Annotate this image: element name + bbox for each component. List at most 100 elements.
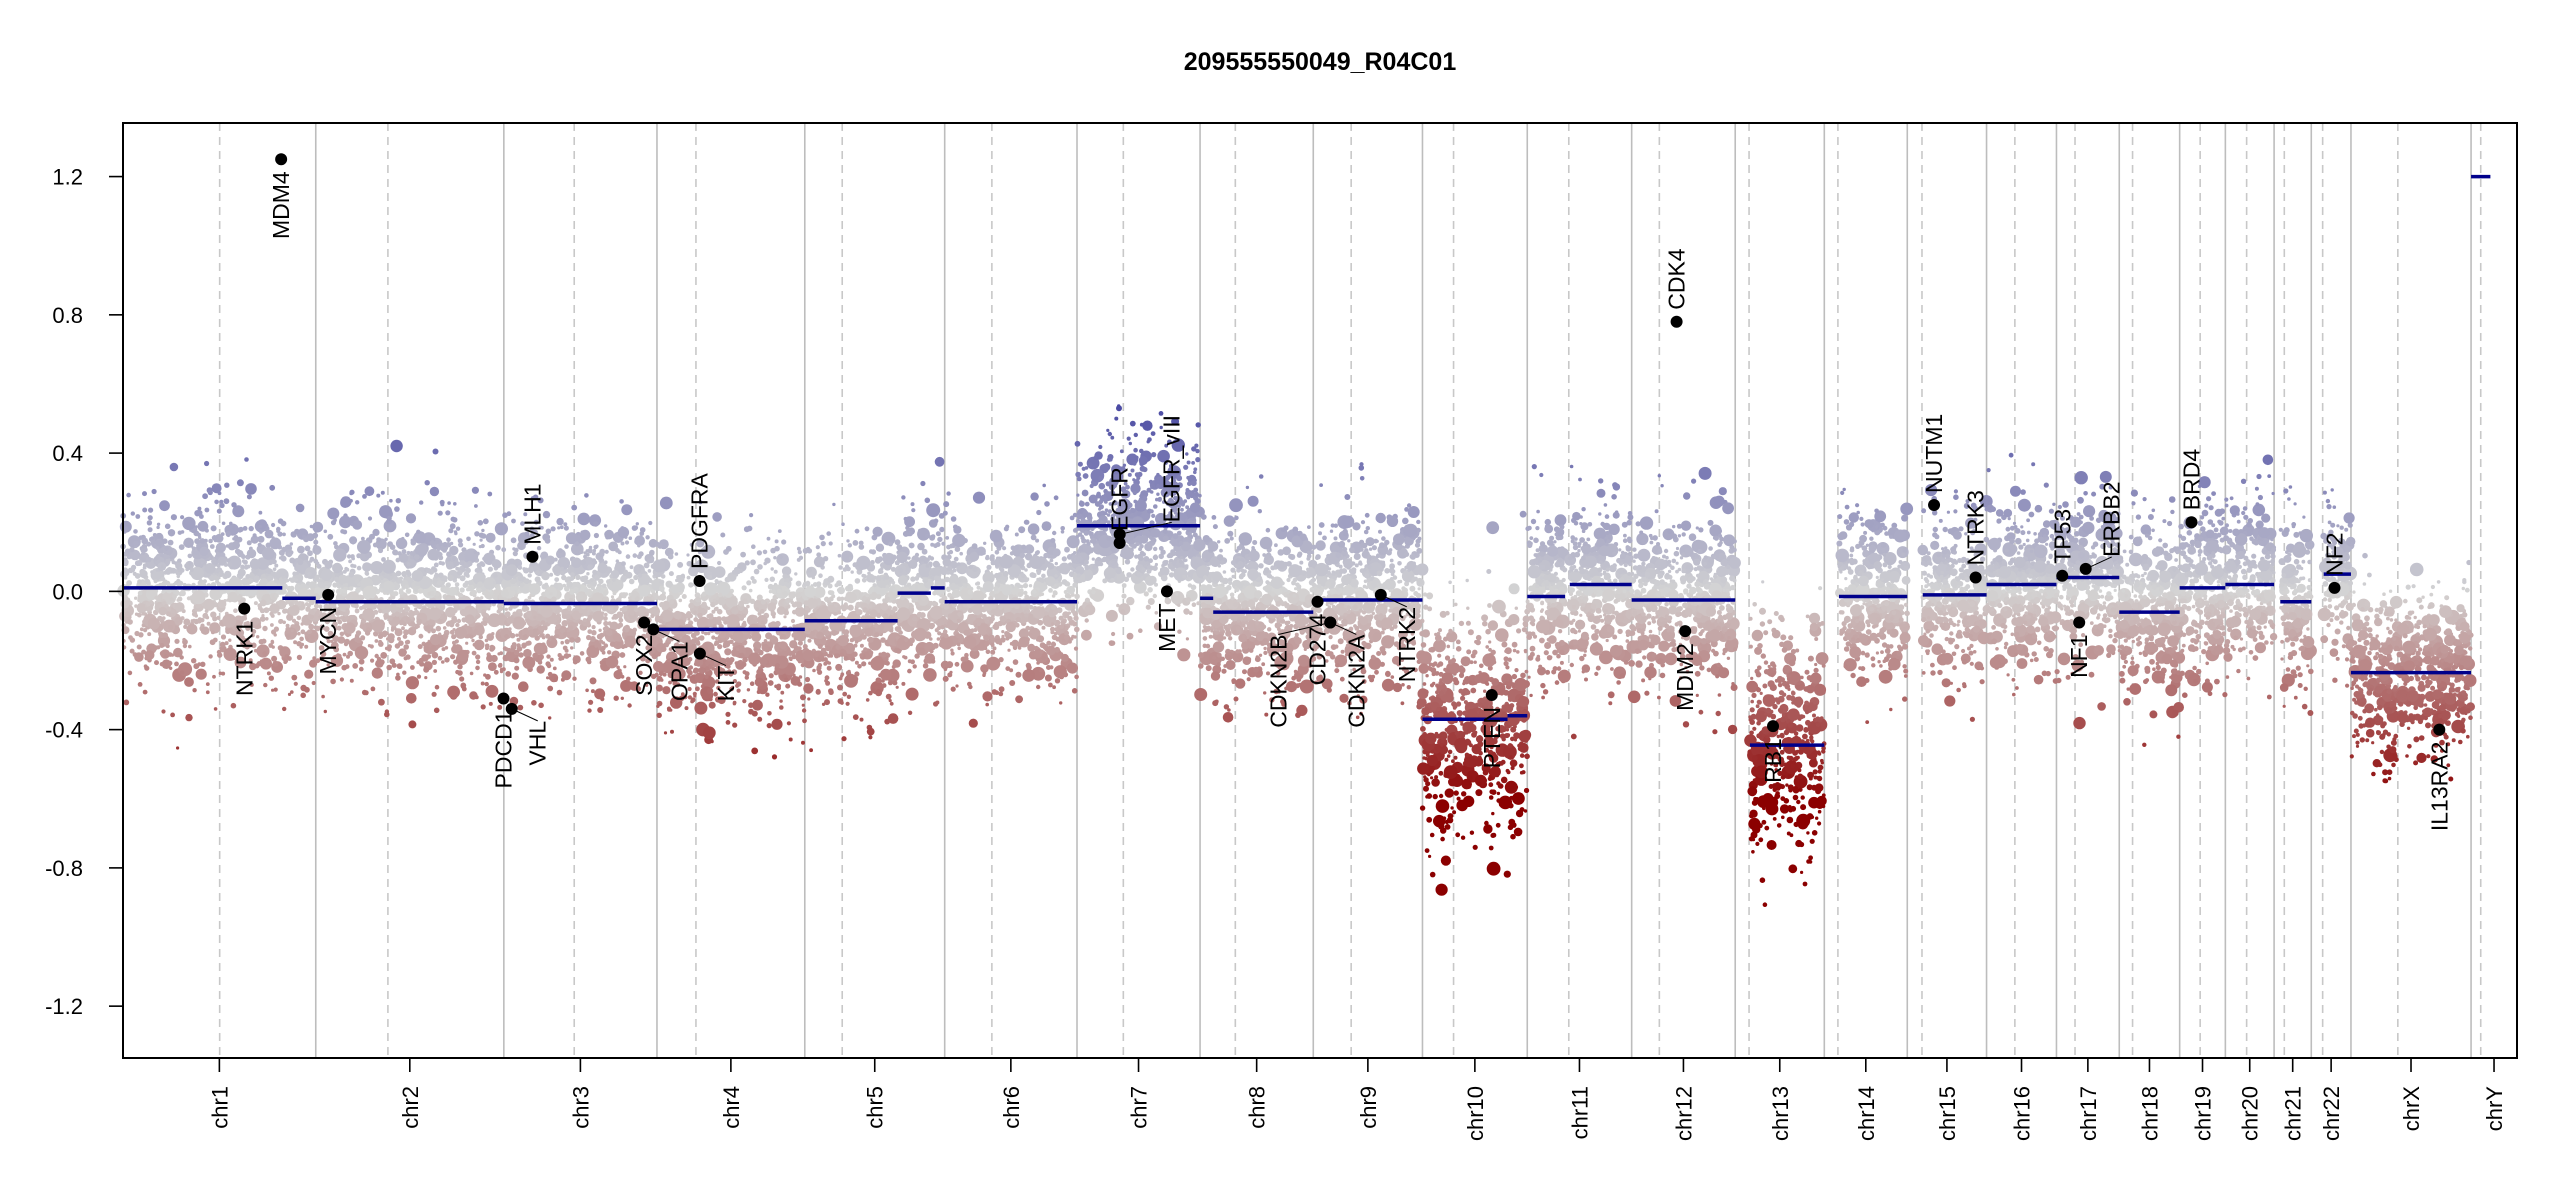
probe-bin-point (268, 675, 274, 681)
probe-bin-point (983, 634, 990, 641)
probe-bin-point (263, 682, 268, 688)
probe-bin-point (564, 639, 570, 645)
probe-bin-point (538, 595, 545, 602)
probe-bin-point (431, 628, 436, 634)
probe-bin-point (659, 579, 665, 585)
probe-bin-point (123, 575, 128, 580)
probe-bin-point (869, 609, 878, 618)
probe-bin-point (552, 565, 561, 574)
probe-bin-point (209, 575, 215, 581)
probe-bin-point (179, 670, 185, 675)
probe-bin-point (872, 583, 877, 588)
probe-bin-point (474, 504, 478, 508)
probe-bin-point (566, 581, 573, 588)
probe-bin-point (372, 528, 380, 537)
probe-bin-point (540, 620, 546, 625)
probe-bin-point (629, 610, 635, 616)
probe-bin-point (697, 612, 703, 619)
probe-bin-point (262, 651, 267, 656)
probe-bin-point (1027, 523, 1040, 535)
probe-bin-point (1054, 678, 1061, 684)
probe-bin-point (942, 675, 949, 682)
probe-bin-point (932, 590, 937, 596)
probe-bin-point (413, 554, 420, 560)
probe-bin-point (586, 634, 592, 641)
probe-bin-point (211, 558, 217, 565)
probe-bin-point (387, 615, 393, 621)
probe-bin-point (442, 541, 448, 548)
probe-bin-point (430, 645, 437, 652)
probe-bin-point (265, 573, 269, 577)
probe-bin-point (333, 518, 337, 522)
probe-bin-point (359, 666, 364, 672)
probe-bin-point (446, 620, 452, 626)
probe-bin-point (775, 663, 780, 668)
probe-bin-point (701, 592, 706, 597)
probe-bin-point (936, 625, 941, 631)
probe-bin-point (615, 559, 619, 563)
probe-bin-point (538, 646, 544, 651)
probe-bin-point (926, 503, 941, 518)
probe-bin-point (415, 581, 421, 587)
probe-bin-point (277, 611, 281, 616)
probe-bin-point (245, 623, 252, 630)
probe-bin-point (909, 603, 914, 609)
probe-bin-point (844, 674, 858, 688)
probe-bin-point (998, 686, 1005, 693)
probe-bin-point (592, 605, 598, 611)
probe-bin-point (550, 526, 556, 532)
probe-bin-point (335, 588, 342, 595)
probe-bin-point (932, 642, 939, 649)
probe-bin-point (1019, 552, 1026, 559)
probe-bin-point (897, 636, 911, 651)
probe-bin-point (896, 544, 903, 551)
probe-bin-point (592, 548, 597, 553)
probe-bin-point (616, 641, 623, 648)
probe-bin-point (706, 606, 711, 610)
probe-bin-point (234, 626, 240, 632)
probe-bin-point (424, 646, 430, 652)
probe-bin-point (379, 583, 385, 589)
probe-bin-point (394, 551, 398, 556)
probe-bin-point (1052, 685, 1056, 690)
probe-bin-point (312, 521, 324, 533)
probe-bin-point (561, 620, 569, 627)
probe-bin-point (174, 661, 179, 667)
probe-bin-point (763, 561, 767, 566)
probe-bin-point (384, 537, 388, 541)
probe-bin-point (310, 635, 315, 640)
probe-bin-point (1061, 556, 1067, 562)
probe-bin-point (770, 567, 774, 571)
probe-bin-point (804, 605, 810, 611)
probe-bin-point (604, 560, 608, 564)
probe-bin-point (854, 640, 859, 644)
probe-bin-point (406, 693, 417, 704)
probe-bin-point (159, 500, 170, 512)
probe-bin-point (424, 480, 430, 486)
probe-bin-point (327, 533, 334, 540)
probe-bin-point (606, 579, 611, 584)
probe-bin-point (136, 644, 142, 650)
probe-bin-point (776, 588, 782, 594)
probe-bin-point (910, 576, 916, 582)
probe-bin-point (1001, 630, 1005, 634)
probe-bin-point (1064, 546, 1070, 553)
probe-bin-point (288, 604, 300, 616)
probe-bin-point (139, 627, 144, 632)
probe-bin-point (215, 579, 220, 584)
probe-bin-point (134, 630, 140, 637)
probe-bin-point (612, 591, 617, 596)
probe-bin-point (514, 665, 520, 671)
probe-bin-point (582, 618, 587, 623)
probe-bin-point (199, 546, 209, 556)
probe-bin-point (726, 659, 733, 666)
probe-bin-point (307, 629, 312, 635)
probe-bin-point (680, 573, 686, 578)
probe-bin-point (513, 649, 520, 656)
probe-bin-point (816, 631, 824, 640)
probe-bin-point (817, 669, 823, 675)
probe-bin-point (479, 538, 483, 542)
probe-bin-point (300, 629, 306, 635)
probe-bin-point (953, 556, 959, 562)
probe-bin-point (746, 580, 752, 586)
